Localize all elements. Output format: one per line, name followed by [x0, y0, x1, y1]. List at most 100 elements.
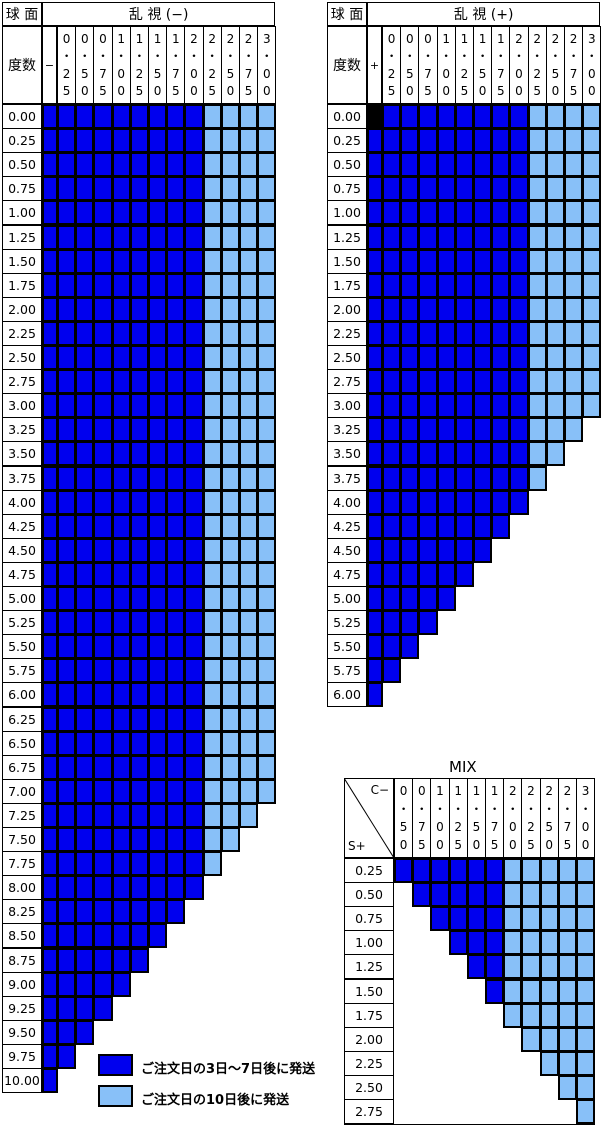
grid-cell	[93, 851, 113, 877]
grid-cell	[57, 441, 77, 467]
column-header-char: 1	[117, 31, 125, 46]
grid-cell	[148, 706, 168, 732]
column-header-char: 5	[527, 838, 535, 852]
degree-header: 度数	[2, 26, 42, 104]
grid-cell	[57, 489, 77, 515]
grid-cell	[557, 1074, 577, 1100]
grid-cell	[111, 682, 131, 708]
column-header: 0 ・ 2 5	[382, 26, 402, 104]
column-header-char: ・	[458, 49, 471, 64]
grid-cell	[436, 489, 456, 515]
sign-cell	[42, 923, 58, 949]
grid-cell	[545, 417, 565, 443]
sign-cell	[42, 320, 58, 346]
grid-cell	[57, 802, 77, 828]
column-header-char: 7	[569, 66, 578, 81]
grid-cell	[148, 152, 168, 178]
sign-cell	[367, 248, 383, 274]
grid-cell	[166, 610, 186, 636]
grid-cell	[521, 858, 541, 884]
grid-cell	[257, 586, 277, 612]
grid-cell	[148, 128, 168, 154]
grid-cell	[485, 906, 505, 932]
column-header: 2 ・ 0 0	[509, 26, 529, 104]
grid-cell	[564, 296, 584, 322]
sign-cell	[42, 658, 58, 684]
grid-cell	[582, 224, 602, 250]
row-label: 2.00	[344, 1026, 394, 1052]
row-label: 1.75	[344, 1002, 394, 1028]
grid-cell	[436, 296, 456, 322]
grid-cell	[129, 441, 149, 467]
grid-cell	[400, 586, 420, 612]
grid-cell	[220, 682, 240, 708]
grid-cell	[111, 393, 131, 419]
grid-cell	[57, 296, 77, 322]
grid-cell	[564, 224, 584, 250]
grid-cell	[557, 1050, 577, 1076]
grid-cell	[576, 1074, 596, 1100]
column-header-char: 5	[387, 84, 396, 99]
grid-cell	[166, 658, 186, 684]
grid-cell	[111, 754, 131, 780]
grid-cell	[148, 369, 168, 395]
grid-cell	[184, 754, 204, 780]
grid-cell	[93, 224, 113, 250]
grid-cell	[491, 320, 511, 346]
grid-cell	[521, 1002, 541, 1028]
grid-cell	[509, 393, 529, 419]
grid-cell	[436, 176, 456, 202]
grid-cell	[491, 200, 511, 226]
grid-cell	[129, 393, 149, 419]
sign-cell	[367, 272, 383, 298]
grid-cell	[257, 706, 277, 732]
grid-cell	[111, 802, 131, 828]
column-header: 2 ・ 0 0	[503, 778, 523, 858]
grid-cell	[418, 586, 438, 612]
sign-cell	[367, 610, 383, 636]
grid-cell	[129, 345, 149, 371]
grid-cell	[202, 465, 222, 491]
grid-cell	[129, 923, 149, 949]
grid-cell	[75, 561, 95, 587]
grid-cell	[545, 248, 565, 274]
sign-cell	[42, 537, 58, 563]
column-header: 3 ・ 0 0	[257, 26, 277, 104]
grid-cell	[166, 513, 186, 539]
sign-cell	[42, 128, 58, 154]
grid-cell	[220, 320, 240, 346]
grid-cell	[527, 417, 547, 443]
grid-cell	[382, 369, 402, 395]
grid-cell	[148, 682, 168, 708]
grid-cell	[576, 906, 596, 932]
sign-cell	[42, 152, 58, 178]
sign-cell	[42, 947, 58, 973]
grid-cell	[382, 248, 402, 274]
grid-cell	[129, 200, 149, 226]
grid-cell	[75, 369, 95, 395]
grid-cell	[202, 754, 222, 780]
grid-cell	[257, 248, 277, 274]
grid-cell	[148, 296, 168, 322]
grid-cell	[491, 128, 511, 154]
grid-cell	[400, 128, 420, 154]
grid-cell	[418, 176, 438, 202]
grid-cell	[129, 658, 149, 684]
grid-cell	[166, 730, 186, 756]
column-header-char: 2	[508, 784, 517, 798]
grid-cell	[111, 513, 131, 539]
grid-cell	[582, 128, 602, 154]
column-header-char: 7	[490, 820, 499, 834]
grid-cell	[166, 152, 186, 178]
grid-cell	[202, 176, 222, 202]
grid-cell	[473, 104, 493, 130]
row-label: 0.50	[344, 882, 394, 908]
grid-cell	[148, 875, 168, 901]
row-label: 5.75	[2, 658, 42, 684]
column-header-char: ・	[494, 49, 507, 64]
column-header: 1 ・ 0 0	[430, 778, 450, 858]
column-header: 2 ・ 7 5	[239, 26, 259, 104]
grid-cell	[166, 899, 186, 925]
grid-cell	[527, 128, 547, 154]
grid-cell	[400, 610, 420, 636]
